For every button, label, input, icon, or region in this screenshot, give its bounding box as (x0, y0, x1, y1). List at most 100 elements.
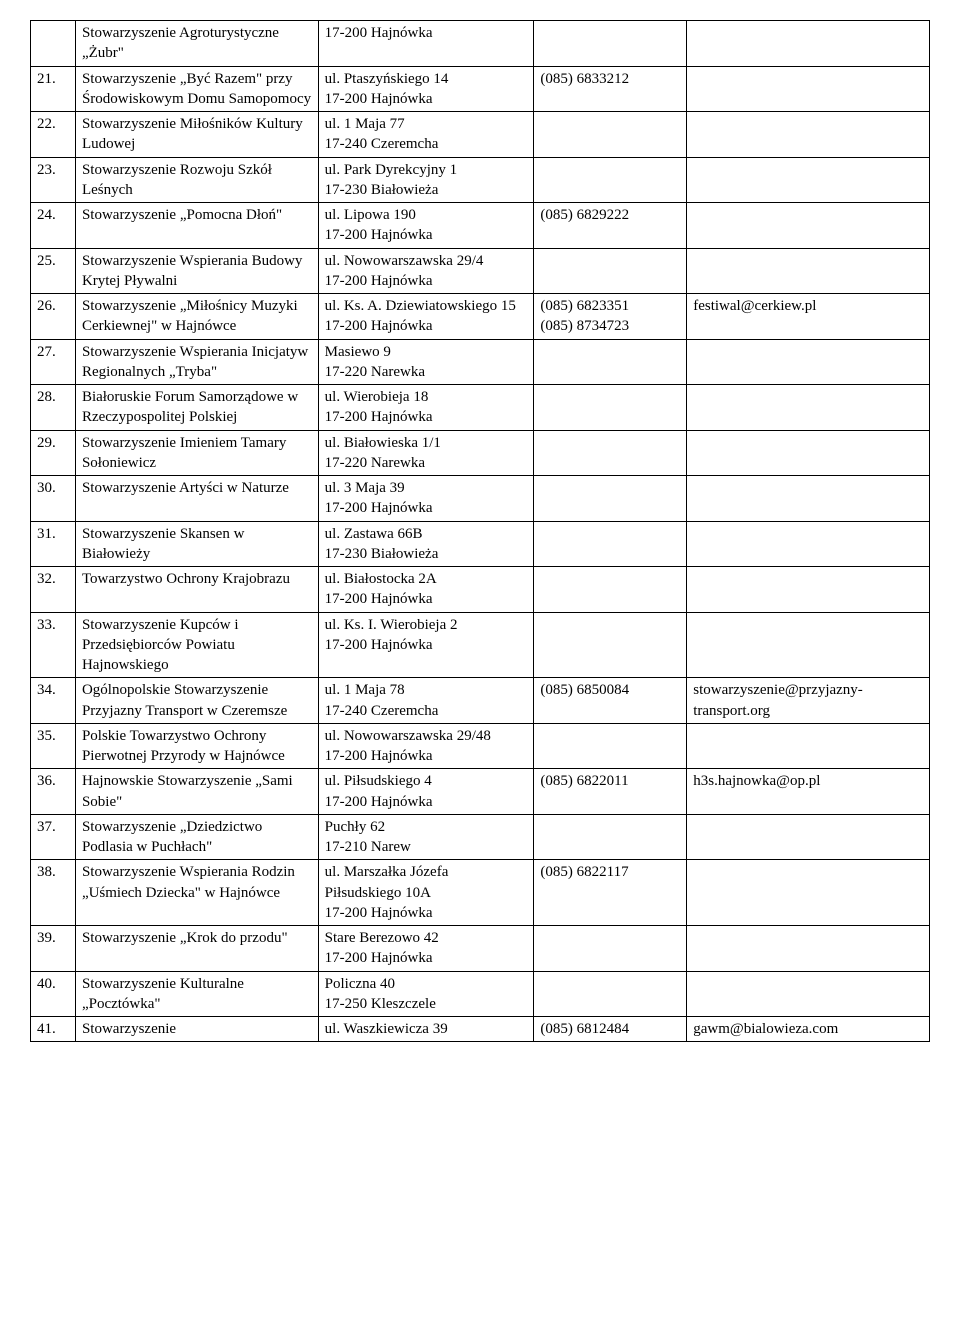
address: ul. Wierobieja 1817-200 Hajnówka (318, 385, 534, 431)
phone: (085) 6822117 (534, 860, 687, 926)
email (687, 612, 930, 678)
table-row: 33.Stowarzyszenie Kupców i Przedsiębiorc… (31, 612, 930, 678)
organization-name: Hajnowskie Stowarzyszenie „Sami Sobie" (75, 769, 318, 815)
address: ul. 3 Maja 3917-200 Hajnówka (318, 476, 534, 522)
organization-name: Stowarzyszenie Wspierania Inicjatyw Regi… (75, 339, 318, 385)
row-number: 40. (31, 971, 76, 1017)
phone (534, 476, 687, 522)
table-row: 30.Stowarzyszenie Artyści w Naturzeul. 3… (31, 476, 930, 522)
row-number: 26. (31, 294, 76, 340)
organization-name: Stowarzyszenie Rozwoju Szkół Leśnych (75, 157, 318, 203)
phone: (085) 6812484 (534, 1017, 687, 1042)
phone (534, 385, 687, 431)
email (687, 248, 930, 294)
phone (534, 21, 687, 67)
row-number: 29. (31, 430, 76, 476)
phone (534, 430, 687, 476)
organization-name: Stowarzyszenie „Dziedzictwo Podlasia w P… (75, 814, 318, 860)
address: ul. 1 Maja 7817-240 Czeremcha (318, 678, 534, 724)
organization-name: Stowarzyszenie Artyści w Naturze (75, 476, 318, 522)
row-number: 39. (31, 926, 76, 972)
phone (534, 612, 687, 678)
address: Policzna 4017-250 Kleszczele (318, 971, 534, 1017)
email (687, 112, 930, 158)
row-number: 34. (31, 678, 76, 724)
address: ul. Ks. I. Wierobieja 217-200 Hajnówka (318, 612, 534, 678)
organization-name: Stowarzyszenie Skansen w Białowieży (75, 521, 318, 567)
table-row: 41.Stowarzyszenieul. Waszkiewicza 39(085… (31, 1017, 930, 1042)
organization-name: Towarzystwo Ochrony Krajobrazu (75, 567, 318, 613)
organization-name: Stowarzyszenie „Krok do przodu" (75, 926, 318, 972)
email: gawm@bialowieza.com (687, 1017, 930, 1042)
row-number: 24. (31, 203, 76, 249)
email (687, 814, 930, 860)
organization-name: Stowarzyszenie Kulturalne „Pocztówka" (75, 971, 318, 1017)
phone: (085) 6822011 (534, 769, 687, 815)
address: Puchły 6217-210 Narew (318, 814, 534, 860)
phone: (085) 6823351(085) 8734723 (534, 294, 687, 340)
email (687, 567, 930, 613)
address: ul. Nowowarszawska 29/4817-200 Hajnówka (318, 723, 534, 769)
address: ul. Park Dyrekcyjny 117-230 Białowieża (318, 157, 534, 203)
address: ul. Lipowa 19017-200 Hajnówka (318, 203, 534, 249)
email (687, 385, 930, 431)
row-number: 30. (31, 476, 76, 522)
organization-name: Białoruskie Forum Samorządowe w Rzeczypo… (75, 385, 318, 431)
row-number: 41. (31, 1017, 76, 1042)
phone (534, 248, 687, 294)
row-number: 35. (31, 723, 76, 769)
address: ul. 1 Maja 7717-240 Czeremcha (318, 112, 534, 158)
email: stowarzyszenie@przyjazny-transport.org (687, 678, 930, 724)
email (687, 926, 930, 972)
table-row: 22.Stowarzyszenie Miłośników Kultury Lud… (31, 112, 930, 158)
table-row: 34.Ogólnopolskie Stowarzyszenie Przyjazn… (31, 678, 930, 724)
table-row: 31.Stowarzyszenie Skansen w Białowieżyul… (31, 521, 930, 567)
row-number: 21. (31, 66, 76, 112)
address: ul. Piłsudskiego 417-200 Hajnówka (318, 769, 534, 815)
table-row: 28.Białoruskie Forum Samorządowe w Rzecz… (31, 385, 930, 431)
organization-name: Polskie Towarzystwo Ochrony Pierwotnej P… (75, 723, 318, 769)
table-row: 35.Polskie Towarzystwo Ochrony Pierwotne… (31, 723, 930, 769)
row-number: 33. (31, 612, 76, 678)
organization-name: Stowarzyszenie „Być Razem" przy Środowis… (75, 66, 318, 112)
organization-name: Stowarzyszenie Agroturystyczne „Żubr" (75, 21, 318, 67)
email (687, 339, 930, 385)
organization-name: Ogólnopolskie Stowarzyszenie Przyjazny T… (75, 678, 318, 724)
address: ul. Białowieska 1/117-220 Narewka (318, 430, 534, 476)
table-row: 40.Stowarzyszenie Kulturalne „Pocztówka"… (31, 971, 930, 1017)
phone (534, 814, 687, 860)
organization-name: Stowarzyszenie Wspierania Rodzin „Uśmiec… (75, 860, 318, 926)
table-row: 27.Stowarzyszenie Wspierania Inicjatyw R… (31, 339, 930, 385)
email (687, 203, 930, 249)
email (687, 21, 930, 67)
address: 17-200 Hajnówka (318, 21, 534, 67)
email (687, 476, 930, 522)
email: h3s.hajnowka@op.pl (687, 769, 930, 815)
email (687, 66, 930, 112)
organization-name: Stowarzyszenie Wspierania Budowy Krytej … (75, 248, 318, 294)
row-number (31, 21, 76, 67)
phone (534, 521, 687, 567)
phone: (085) 6833212 (534, 66, 687, 112)
table-row: 36.Hajnowskie Stowarzyszenie „Sami Sobie… (31, 769, 930, 815)
row-number: 38. (31, 860, 76, 926)
phone (534, 157, 687, 203)
phone (534, 112, 687, 158)
organization-name: Stowarzyszenie Imieniem Tamary Sołoniewi… (75, 430, 318, 476)
table-row: 38.Stowarzyszenie Wspierania Rodzin „Uśm… (31, 860, 930, 926)
table-row: 26.Stowarzyszenie „Miłośnicy Muzyki Cerk… (31, 294, 930, 340)
organization-name: Stowarzyszenie „Miłośnicy Muzyki Cerkiew… (75, 294, 318, 340)
row-number: 37. (31, 814, 76, 860)
phone (534, 971, 687, 1017)
phone (534, 723, 687, 769)
address: ul. Waszkiewicza 39 (318, 1017, 534, 1042)
row-number: 32. (31, 567, 76, 613)
table-row: 37.Stowarzyszenie „Dziedzictwo Podlasia … (31, 814, 930, 860)
phone (534, 567, 687, 613)
address: ul. Nowowarszawska 29/417-200 Hajnówka (318, 248, 534, 294)
table-row: 25.Stowarzyszenie Wspierania Budowy Kryt… (31, 248, 930, 294)
table-row: Stowarzyszenie Agroturystyczne „Żubr"17-… (31, 21, 930, 67)
row-number: 28. (31, 385, 76, 431)
organizations-table: Stowarzyszenie Agroturystyczne „Żubr"17-… (30, 20, 930, 1042)
address: Stare Berezowo 4217-200 Hajnówka (318, 926, 534, 972)
